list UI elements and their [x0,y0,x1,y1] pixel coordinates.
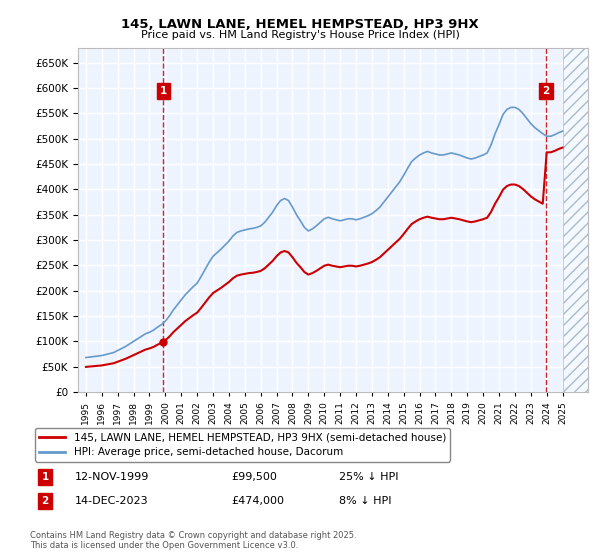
Text: 1: 1 [160,86,167,96]
Bar [563,48,588,392]
Text: £99,500: £99,500 [231,472,277,482]
Bar [563,48,588,392]
Text: 2: 2 [41,496,49,506]
Text: 25% ↓ HPI: 25% ↓ HPI [339,472,398,482]
Text: 2: 2 [542,86,550,96]
Text: Price paid vs. HM Land Registry's House Price Index (HPI): Price paid vs. HM Land Registry's House … [140,30,460,40]
Text: 14-DEC-2023: 14-DEC-2023 [75,496,149,506]
Text: 8% ↓ HPI: 8% ↓ HPI [339,496,391,506]
Text: 1: 1 [41,472,49,482]
Text: Contains HM Land Registry data © Crown copyright and database right 2025.
This d: Contains HM Land Registry data © Crown c… [30,530,356,550]
Text: 12-NOV-1999: 12-NOV-1999 [75,472,149,482]
Text: 145, LAWN LANE, HEMEL HEMPSTEAD, HP3 9HX: 145, LAWN LANE, HEMEL HEMPSTEAD, HP3 9HX [121,18,479,31]
Legend: 145, LAWN LANE, HEMEL HEMPSTEAD, HP3 9HX (semi-detached house), HPI: Average pri: 145, LAWN LANE, HEMEL HEMPSTEAD, HP3 9HX… [35,428,450,461]
Text: £474,000: £474,000 [231,496,284,506]
